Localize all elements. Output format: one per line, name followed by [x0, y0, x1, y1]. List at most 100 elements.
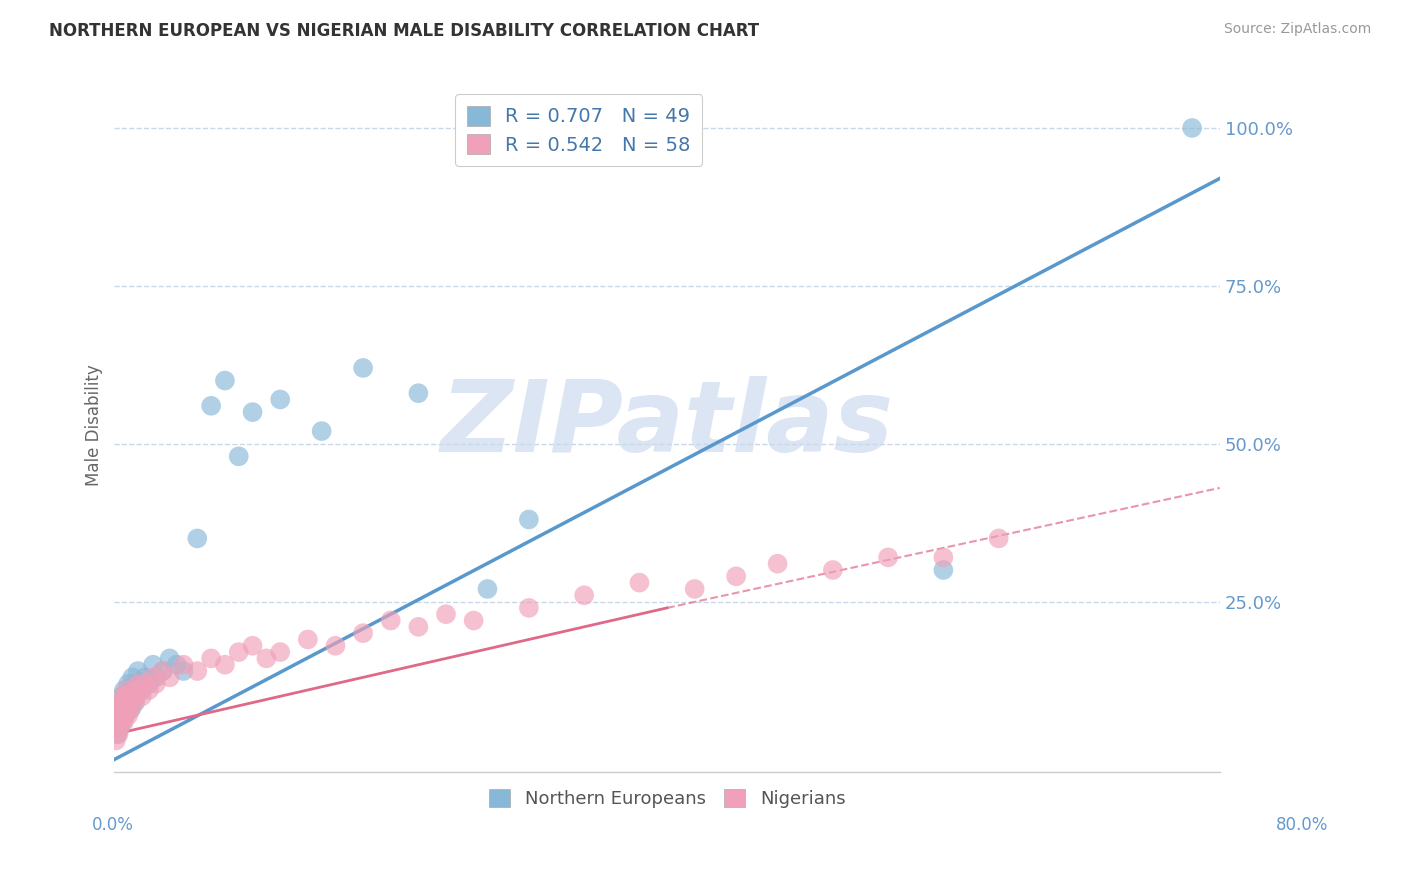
Point — [127, 676, 149, 690]
Text: Source: ZipAtlas.com: Source: ZipAtlas.com — [1223, 22, 1371, 37]
Point — [159, 651, 181, 665]
Point — [877, 550, 900, 565]
Point — [111, 696, 134, 710]
Point — [932, 550, 955, 565]
Point — [120, 702, 142, 716]
Point — [125, 683, 148, 698]
Point — [120, 702, 142, 716]
Point — [115, 683, 138, 698]
Point — [142, 657, 165, 672]
Point — [766, 557, 789, 571]
Point — [117, 690, 139, 704]
Point — [124, 696, 146, 710]
Point — [117, 676, 139, 690]
Point — [118, 696, 141, 710]
Point — [628, 575, 651, 590]
Point — [124, 683, 146, 698]
Point — [269, 645, 291, 659]
Point — [108, 702, 131, 716]
Point — [110, 696, 132, 710]
Point — [128, 676, 150, 690]
Point — [121, 690, 143, 704]
Point — [111, 690, 134, 704]
Point — [228, 645, 250, 659]
Point — [128, 683, 150, 698]
Point — [152, 664, 174, 678]
Point — [138, 683, 160, 698]
Point — [145, 670, 167, 684]
Point — [214, 657, 236, 672]
Point — [114, 708, 136, 723]
Point — [112, 683, 135, 698]
Text: ZIPatlas: ZIPatlas — [440, 376, 894, 474]
Point — [242, 405, 264, 419]
Point — [173, 664, 195, 678]
Point — [124, 676, 146, 690]
Point — [173, 657, 195, 672]
Legend: Northern Europeans, Nigerians: Northern Europeans, Nigerians — [481, 781, 852, 815]
Point — [118, 683, 141, 698]
Point — [118, 696, 141, 710]
Point — [111, 708, 134, 723]
Point — [114, 690, 136, 704]
Point — [242, 639, 264, 653]
Point — [725, 569, 748, 583]
Point — [114, 690, 136, 704]
Point — [380, 614, 402, 628]
Point — [517, 600, 540, 615]
Point — [112, 696, 135, 710]
Point — [325, 639, 347, 653]
Point — [159, 670, 181, 684]
Text: NORTHERN EUROPEAN VS NIGERIAN MALE DISABILITY CORRELATION CHART: NORTHERN EUROPEAN VS NIGERIAN MALE DISAB… — [49, 22, 759, 40]
Point — [107, 708, 129, 723]
Point — [104, 733, 127, 747]
Point — [110, 714, 132, 729]
Point — [214, 374, 236, 388]
Point — [408, 620, 430, 634]
Point — [121, 670, 143, 684]
Point — [115, 702, 138, 716]
Point — [683, 582, 706, 596]
Point — [112, 702, 135, 716]
Point — [477, 582, 499, 596]
Point — [434, 607, 457, 622]
Point — [107, 727, 129, 741]
Point — [463, 614, 485, 628]
Point — [987, 532, 1010, 546]
Point — [112, 714, 135, 729]
Point — [152, 664, 174, 678]
Point — [125, 690, 148, 704]
Point — [352, 360, 374, 375]
Point — [311, 424, 333, 438]
Point — [122, 690, 145, 704]
Point — [107, 714, 129, 729]
Point — [254, 651, 277, 665]
Point — [108, 721, 131, 735]
Point — [117, 708, 139, 723]
Point — [108, 721, 131, 735]
Point — [108, 702, 131, 716]
Text: 80.0%: 80.0% — [1277, 816, 1329, 834]
Point — [269, 392, 291, 407]
Point — [228, 450, 250, 464]
Point — [145, 676, 167, 690]
Point — [517, 512, 540, 526]
Point — [105, 721, 128, 735]
Point — [142, 670, 165, 684]
Point — [111, 714, 134, 729]
Point — [572, 588, 595, 602]
Point — [105, 727, 128, 741]
Point — [122, 696, 145, 710]
Point — [297, 632, 319, 647]
Point — [932, 563, 955, 577]
Point — [115, 696, 138, 710]
Point — [131, 683, 153, 698]
Point — [138, 676, 160, 690]
Point — [127, 664, 149, 678]
Point — [166, 657, 188, 672]
Point — [131, 690, 153, 704]
Point — [821, 563, 844, 577]
Point — [121, 683, 143, 698]
Point — [200, 399, 222, 413]
Point — [134, 676, 156, 690]
